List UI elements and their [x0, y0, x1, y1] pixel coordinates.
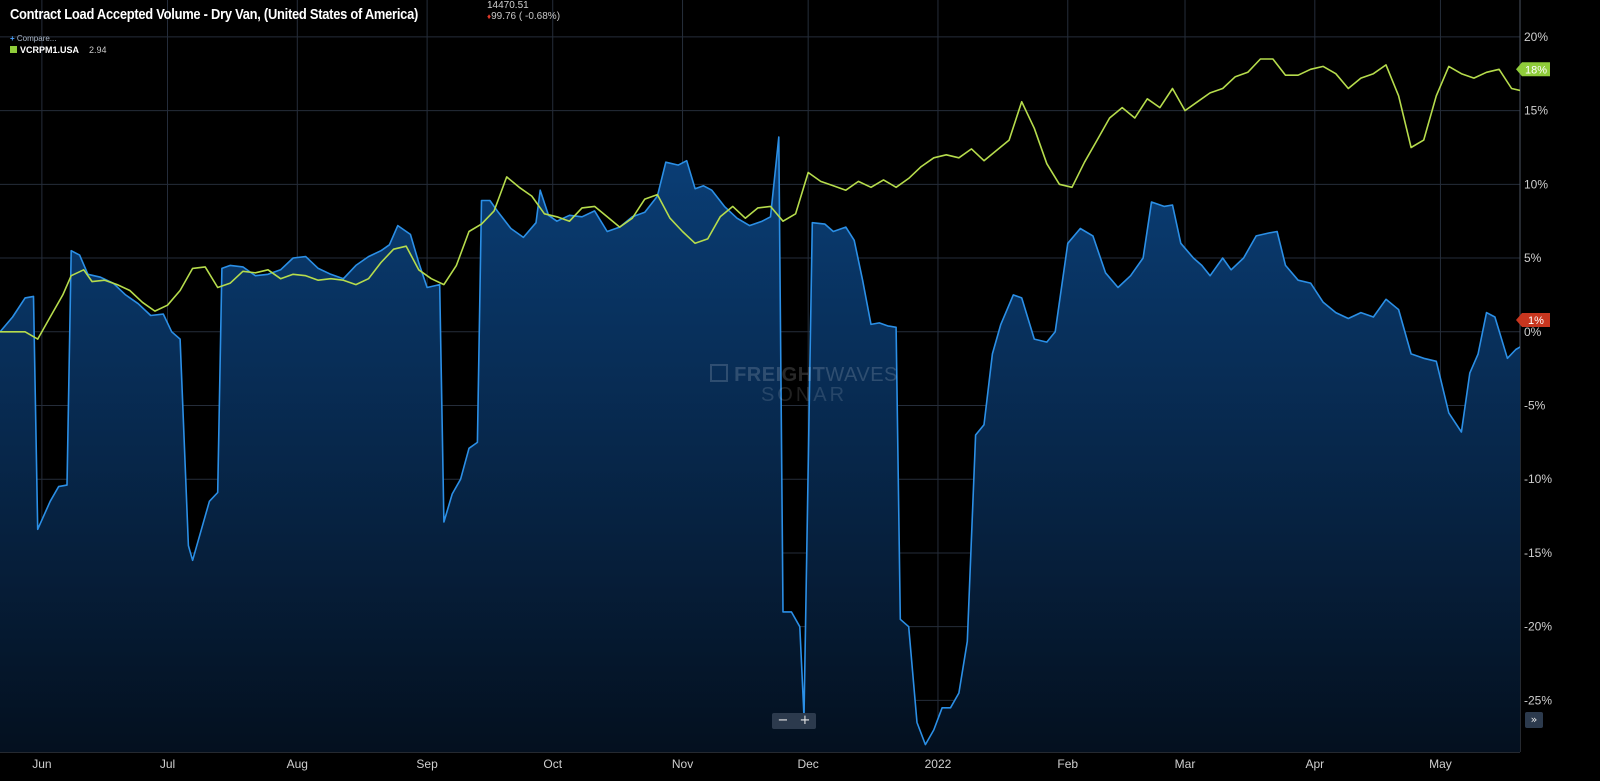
- x-tick-label: Jul: [160, 757, 175, 771]
- legend-swatch: [10, 46, 17, 53]
- y-tick-label: 5%: [1524, 251, 1542, 265]
- legend-series-vcrpm1[interactable]: VCRPM1.USA 2.94: [10, 45, 107, 55]
- series-line-contract-volume: [0, 136, 1520, 746]
- end-label-vcrpm1-bg: [1516, 62, 1550, 77]
- compare-button[interactable]: + Compare...: [10, 34, 56, 43]
- compare-label: Compare...: [16, 34, 57, 43]
- legend-series-name: VCRPM1.USA: [20, 45, 80, 55]
- y-tick-label: 15%: [1524, 104, 1548, 118]
- x-tick-label: 2022: [925, 757, 952, 771]
- y-tick-label: -25%: [1524, 693, 1552, 707]
- x-tick-label: Mar: [1175, 757, 1196, 771]
- x-tick-label: Sep: [416, 757, 438, 771]
- x-tick-label: Jun: [32, 757, 51, 771]
- down-arrow-icon: ♦: [487, 12, 492, 21]
- quote-change: 99.76 ( -0.68%): [491, 11, 561, 22]
- end-label-contract-volume-text: 1%: [1528, 315, 1544, 327]
- area-fill-contract-volume: [0, 137, 1520, 752]
- end-label-vcrpm1-text: 18%: [1525, 64, 1547, 76]
- zoom-out-button[interactable]: −: [777, 713, 789, 728]
- quote-box: 14470.51 ♦99.76 ( -0.68%): [487, 0, 560, 22]
- x-tick-label: Oct: [543, 757, 562, 771]
- series-line-vcrpm1: [0, 58, 1520, 340]
- x-tick-label: Aug: [287, 757, 308, 771]
- end-label-contract-volume-bg: [1516, 312, 1550, 327]
- zoom-in-button[interactable]: +: [799, 713, 811, 728]
- zoom-controls: − +: [772, 713, 816, 729]
- plus-icon: +: [10, 34, 15, 43]
- y-tick-label: -5%: [1524, 398, 1546, 412]
- legend-series-value: 2.94: [89, 45, 107, 55]
- scroll-right-button[interactable]: »: [1525, 712, 1543, 728]
- y-tick-label: 10%: [1524, 177, 1548, 191]
- chart-title: Contract Load Accepted Volume - Dry Van,…: [10, 6, 419, 23]
- x-tick-label: Nov: [672, 757, 693, 771]
- x-tick-label: May: [1429, 757, 1452, 771]
- y-tick-label: -10%: [1524, 472, 1552, 486]
- x-tick-label: Apr: [1305, 757, 1324, 771]
- y-tick-label: -15%: [1524, 546, 1552, 560]
- y-tick-label: 0%: [1524, 325, 1542, 339]
- y-tick-label: -20%: [1524, 620, 1552, 634]
- x-tick-label: Feb: [1057, 757, 1078, 771]
- chart-header: Contract Load Accepted Volume - Dry Van,…: [10, 6, 484, 24]
- x-tick-label: Dec: [797, 757, 818, 771]
- quote-value: 14470.51: [487, 0, 529, 11]
- y-tick-label: 20%: [1524, 30, 1548, 44]
- quote-change-row: ♦99.76 ( -0.68%): [487, 11, 560, 22]
